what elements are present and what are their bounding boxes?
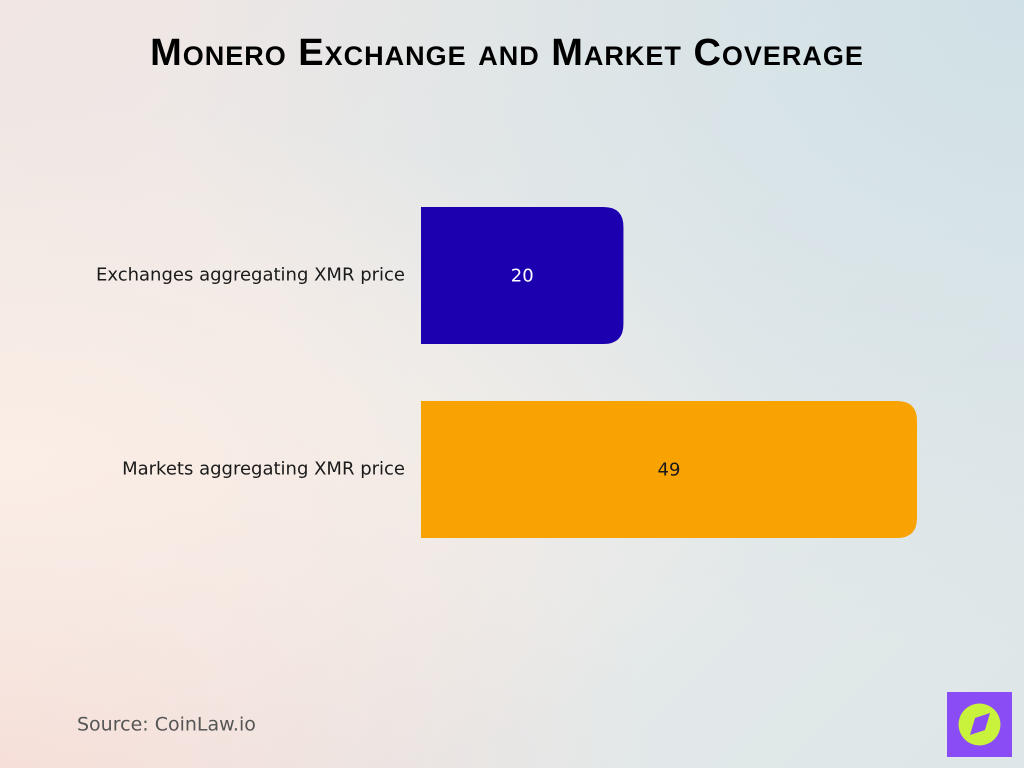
value-label: 20 xyxy=(511,266,534,287)
bar xyxy=(421,207,624,344)
category-label: Exchanges aggregating XMR price xyxy=(96,265,405,286)
bar xyxy=(421,401,917,538)
logo xyxy=(947,692,1012,757)
chart-title: Monero Exchange and Market Coverage xyxy=(150,32,864,74)
source: Source: CoinLaw.io xyxy=(77,714,256,736)
category-label: Markets aggregating XMR price xyxy=(122,459,405,480)
value-label: 49 xyxy=(658,460,681,481)
